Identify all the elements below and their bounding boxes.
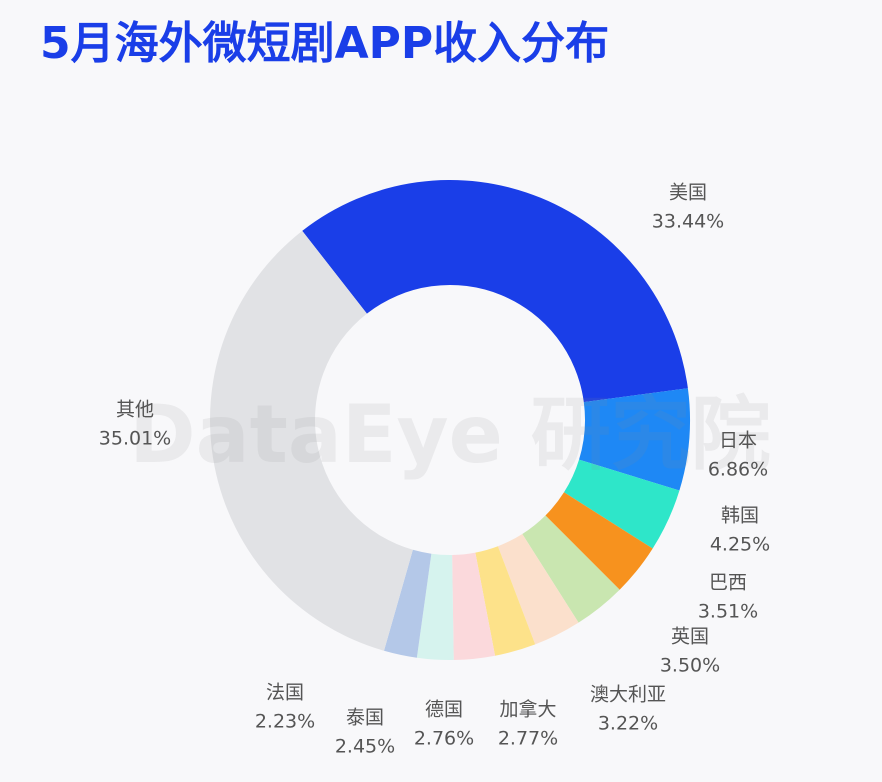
label-name: 其他 xyxy=(116,399,154,421)
slice xyxy=(497,534,579,645)
label-name: 澳大利亚 xyxy=(590,684,666,706)
slice xyxy=(475,546,536,656)
label-value: 2.77% xyxy=(498,728,558,750)
slice xyxy=(416,553,454,660)
label-name: 法国 xyxy=(266,682,304,704)
label-name: 美国 xyxy=(669,182,707,204)
label-value: 3.50% xyxy=(660,655,720,677)
slice xyxy=(210,230,413,651)
label-value: 3.51% xyxy=(698,601,758,623)
label-value: 2.45% xyxy=(335,736,395,758)
label-name: 巴西 xyxy=(709,572,747,594)
watermark: DataEye 研究院 xyxy=(129,388,771,481)
label-value: 35.01% xyxy=(99,428,171,450)
slice xyxy=(579,388,691,491)
label-name: 英国 xyxy=(671,626,709,648)
chart-title: 5月海外微短剧APP收入分布 xyxy=(40,18,609,69)
label-value: 2.76% xyxy=(414,728,474,750)
label-value: 6.86% xyxy=(708,459,768,481)
label-value: 3.22% xyxy=(598,713,658,735)
slice xyxy=(452,552,496,660)
label-value: 33.44% xyxy=(652,211,724,233)
label-value: 4.25% xyxy=(710,534,770,556)
slice xyxy=(383,549,432,658)
slice xyxy=(545,492,653,590)
label-name: 日本 xyxy=(719,430,757,452)
label-name: 加拿大 xyxy=(499,698,556,721)
label-name: 韩国 xyxy=(721,505,759,527)
slice xyxy=(522,515,620,623)
slice xyxy=(564,459,680,549)
label-name: 泰国 xyxy=(346,707,384,729)
slice xyxy=(302,180,688,403)
label-name: 德国 xyxy=(425,699,463,721)
label-value: 2.23% xyxy=(255,711,315,733)
